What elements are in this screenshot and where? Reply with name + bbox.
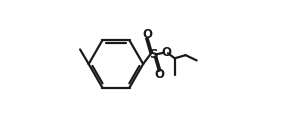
- Text: O: O: [161, 46, 171, 59]
- Text: O: O: [154, 68, 165, 81]
- Text: O: O: [142, 28, 152, 41]
- Text: S: S: [149, 48, 158, 61]
